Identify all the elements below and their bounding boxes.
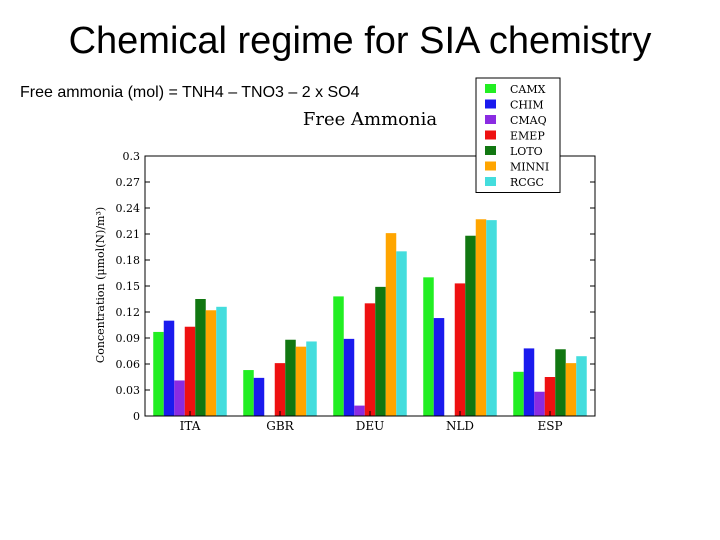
legend-swatch-minni [485, 161, 496, 171]
bar-camx-nld [423, 277, 434, 416]
y-tick-label: 0.03 [116, 384, 141, 397]
legend-swatch-loto [485, 146, 496, 155]
y-tick-label: 0.27 [116, 176, 141, 189]
bar-rcgc-deu [396, 251, 407, 416]
bar-chim-ita [163, 320, 175, 416]
x-tick-label: ITA [180, 419, 201, 433]
legend-swatch-cmaq [485, 115, 496, 124]
bar-minni-gbr [295, 346, 307, 416]
bar-rcgc-nld [486, 220, 497, 416]
x-tick-label: GBR [266, 419, 294, 433]
bar-loto-ita [195, 299, 206, 416]
y-tick-label: 0.06 [116, 358, 141, 371]
bar-loto-esp [555, 349, 566, 416]
chart-title: Free Ammonia [303, 109, 437, 130]
y-axis-label: Concentration (μmol(N)/m³) [94, 207, 107, 363]
bar-loto-deu [375, 286, 386, 416]
bar-camx-esp [513, 371, 524, 416]
legend-swatch-camx [485, 84, 496, 93]
x-tick-label: NLD [446, 419, 474, 433]
y-tick-label: 0.09 [116, 332, 141, 345]
x-tick-label: DEU [356, 419, 385, 433]
legend-label-chim: CHIM [510, 99, 544, 112]
bar-chim-gbr [253, 377, 265, 416]
y-tick-label: 0.12 [116, 306, 141, 319]
bar-loto-nld [465, 235, 476, 416]
bar-minni-deu [385, 233, 397, 416]
bar-emep-ita [184, 326, 196, 416]
bar-loto-gbr [285, 339, 296, 416]
bars-layer [153, 219, 587, 416]
bar-cmaq-ita [174, 380, 185, 416]
legend-swatch-chim [485, 99, 496, 109]
bar-rcgc-ita [216, 306, 227, 416]
bar-minni-esp [565, 363, 577, 416]
y-tick-label: 0.15 [116, 280, 141, 293]
legend-label-loto: LOTO [510, 145, 543, 158]
bar-cmaq-deu [354, 405, 365, 416]
bar-emep-deu [364, 303, 376, 416]
y-tick-label: 0.18 [116, 254, 141, 267]
bar-chim-deu [343, 338, 355, 416]
bar-emep-esp [544, 377, 556, 416]
bar-minni-nld [475, 219, 487, 416]
bar-rcgc-gbr [306, 341, 317, 416]
x-tick-label: ESP [537, 419, 562, 433]
bar-emep-nld [454, 283, 466, 416]
y-tick-label: 0.21 [116, 228, 141, 241]
legend-swatch-rcgc [485, 177, 496, 186]
legend-swatch-emep [485, 130, 496, 140]
y-tick-label: 0.24 [116, 202, 141, 215]
legend-label-cmaq: CMAQ [510, 114, 547, 127]
y-tick-label: 0 [133, 410, 140, 423]
slide-title: Chemical regime for SIA chemistry [68, 20, 652, 62]
legend-label-camx: CAMX [510, 83, 546, 96]
ticks-layer: 0 0.03 0.06 0.09 0.12 0.15 0.18 0.21 0.24 0.27 0.3… [116, 150, 595, 433]
bar-cmaq-esp [534, 391, 545, 416]
legend-label-minni: MINNI [510, 161, 549, 174]
legend-label-rcgc: RCGC [510, 176, 544, 189]
bar-emep-gbr [274, 363, 286, 416]
bar-camx-gbr [243, 370, 254, 416]
legend: CAMX CHIM CMAQ EMEP LOTO MINNI RCGC [475, 77, 561, 193]
bar-chim-nld [433, 318, 445, 416]
bar-camx-deu [333, 296, 344, 416]
bar-camx-ita [153, 331, 164, 416]
slide-subtitle: Free ammonia (mol) = TNH4 – TNO3 – 2 x S… [20, 84, 360, 101]
bar-rcgc-esp [576, 356, 587, 416]
bar-minni-ita [205, 310, 217, 416]
y-tick-label: 0.3 [123, 150, 141, 163]
legend-label-emep: EMEP [510, 130, 545, 143]
bar-chim-esp [523, 348, 535, 416]
